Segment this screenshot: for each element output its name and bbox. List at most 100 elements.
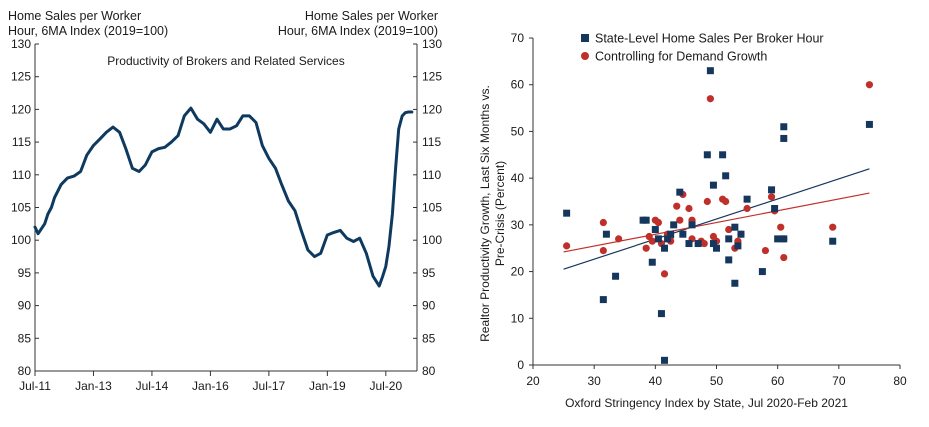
scatter-y-tick-label: 40 <box>511 171 525 185</box>
blue-square-point <box>780 123 788 131</box>
scatter-x-tick-label: 20 <box>526 374 540 388</box>
right-axis-label-line1: Home Sales per Worker <box>305 9 438 23</box>
scatter-y-axis-title-line2: Pre-Crisis (Percent) <box>493 161 507 266</box>
scatter-y-axis-title-line1: Realtor Productivity Growth, Last Six Mo… <box>478 85 492 342</box>
blue-square-point <box>706 67 714 75</box>
right-y-tick-label: 80 <box>422 364 436 378</box>
red-circle-point <box>722 197 730 206</box>
x-tick-label: Jul-14 <box>136 379 169 393</box>
scatter-y-tick-label: 0 <box>517 358 524 372</box>
left-y-tick-label: 115 <box>12 135 31 149</box>
scatter-legend: State-Level Home Sales Per Broker Hour C… <box>581 32 824 64</box>
blue-square-point <box>780 134 788 142</box>
right-y-tick-label: 105 <box>422 201 442 215</box>
right-y-tick-label: 95 <box>422 266 436 280</box>
blue-square-point <box>602 230 610 238</box>
red-circle-point <box>673 202 681 210</box>
scatter-x-tick-label: 40 <box>649 374 663 388</box>
scatter-trendlines <box>563 168 870 270</box>
scatter-y-tick-label: 10 <box>511 311 525 325</box>
scatter-points <box>563 67 874 364</box>
red-circle-point <box>563 242 571 250</box>
blue-square-point <box>758 268 766 276</box>
blue-square-point <box>722 172 730 180</box>
red-circle-point <box>685 204 693 213</box>
blue-square-point <box>599 296 607 304</box>
blue-square-point <box>654 235 662 243</box>
blue-square-point <box>679 230 687 238</box>
scatter-x-tick-label: 60 <box>771 374 785 388</box>
blue-square-point <box>731 279 739 287</box>
blue-square-point <box>709 240 717 248</box>
left-y-tick-label: 110 <box>12 168 31 182</box>
x-tick-label: Jan-19 <box>309 379 346 393</box>
blue-square-point <box>865 120 873 128</box>
left-y-tick-label: 125 <box>11 70 31 84</box>
left-y-tick-label: 105 <box>11 201 31 215</box>
x-tick-label: Jul-11 <box>19 379 51 393</box>
red-circle-point <box>642 244 650 252</box>
blue-square-point <box>725 235 733 243</box>
trendline-home-sales <box>563 168 870 270</box>
blue-square-point <box>648 258 656 266</box>
scatter-x-tick-label: 80 <box>893 374 907 388</box>
scatter-x-tick-label: 30 <box>587 374 601 388</box>
right-y-tick-label: 115 <box>422 135 441 149</box>
red-circle-point <box>767 193 776 201</box>
red-circle-point <box>700 239 708 248</box>
blue-square-point <box>734 242 742 250</box>
scatter-y-tick-label: 70 <box>511 31 525 45</box>
blue-square-point <box>688 221 696 229</box>
red-circle-point <box>599 246 607 255</box>
blue-square-point <box>670 221 678 229</box>
blue-square-point <box>612 272 620 280</box>
x-tick-label: Jul-20 <box>369 379 402 393</box>
scatter-axes: 0 10 20 30 40 50 60 70 20 30 40 50 60 70 80 <box>511 31 907 388</box>
right-y-tick-label: 125 <box>422 70 442 84</box>
left-y-tick-label: 100 <box>11 233 31 247</box>
right-y-tick-label: 90 <box>422 299 436 313</box>
scatter-x-tick-label: 70 <box>832 374 846 388</box>
right-y-tick-label: 120 <box>422 102 442 116</box>
blue-square-point <box>676 188 684 196</box>
blue-square-point <box>661 244 669 252</box>
line-chart-title: Productivity of Brokers and Related Serv… <box>107 54 344 68</box>
legend-label-home-sales: State-Level Home Sales Per Broker Hour <box>595 32 824 46</box>
line-chart-plot <box>33 106 414 288</box>
red-circle-point <box>777 223 785 231</box>
right-axis-label-line2: Hour, 6MA Index (2019=100) <box>278 24 438 38</box>
blue-square-point <box>661 356 669 364</box>
red-circle-point <box>648 237 656 245</box>
line-chart-axes: 80 80 85 85 90 90 95 95 100 100 105 105 110 110 115 115… <box>11 37 442 393</box>
left-y-tick-label: 85 <box>18 331 32 345</box>
blue-square-point <box>719 151 727 159</box>
right-y-tick-label: 130 <box>422 37 442 51</box>
blue-square-point <box>768 186 776 194</box>
left-axis-label-line1: Home Sales per Worker <box>8 9 141 23</box>
blue-square-point <box>664 235 672 243</box>
blue-square-point <box>709 181 717 189</box>
red-circle-point <box>743 204 751 213</box>
blue-square-point <box>642 216 650 224</box>
left-y-tick-label: 80 <box>18 364 32 378</box>
red-circle-point <box>706 95 714 103</box>
red-circle-point <box>725 225 733 234</box>
blue-square-point <box>737 230 745 238</box>
red-circle-point <box>660 270 669 278</box>
blue-square-point <box>657 310 665 318</box>
productivity-series-line <box>33 106 414 288</box>
red-circle-point <box>761 246 770 255</box>
blue-square-point <box>771 205 779 213</box>
blue-square-point <box>667 230 675 238</box>
left-y-tick-label: 120 <box>11 102 31 116</box>
trendline-demand-growth <box>563 192 870 253</box>
legend-marker-blue-square <box>581 34 589 42</box>
blue-square-point <box>703 151 711 159</box>
blue-square-point <box>694 240 702 248</box>
x-tick-label: Jan-13 <box>75 379 112 393</box>
left-y-tick-label: 130 <box>11 37 31 51</box>
blue-square-point <box>713 244 720 252</box>
scatter-y-tick-label: 20 <box>511 265 525 279</box>
blue-square-point <box>780 235 788 243</box>
left-y-tick-label: 90 <box>18 299 32 313</box>
